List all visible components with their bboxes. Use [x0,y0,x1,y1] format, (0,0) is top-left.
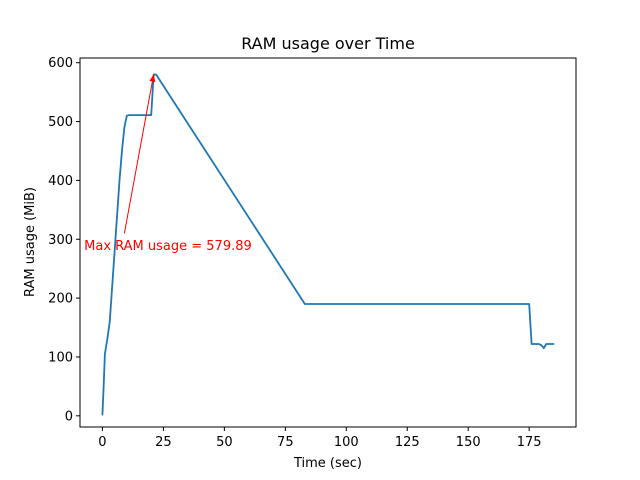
chart-title: RAM usage over Time [241,34,415,53]
annotation-label: Max RAM usage = 579.89 [84,239,252,254]
y-tick-label: 500 [48,115,73,130]
series-line-0 [101,73,555,416]
y-tick-label: 600 [48,56,73,71]
y-axis-ticks: 0 100 200 300 400 500 600 [48,56,80,424]
y-tick-label: 200 [48,292,73,307]
y-tick-label: 0 [65,409,73,424]
y-axis-title: RAM usage (MiB) [23,187,38,297]
annotation-layer: Max RAM usage = 579.89 [84,74,252,254]
y-tick-label: 400 [48,174,73,189]
x-tick-label: 25 [155,435,172,450]
plot-frame [79,57,577,428]
x-axis-ticks: 0 25 50 75 100 125 150 175 [98,427,542,450]
series-line-layer [101,73,555,416]
x-axis-title: Time (sec) [293,456,362,471]
annotation-arrow [123,74,155,234]
x-tick-label: 125 [395,435,420,450]
x-tick-label: 50 [216,435,233,450]
x-tick-label: 150 [456,435,481,450]
x-tick-label: 0 [98,435,106,450]
y-tick-label: 100 [48,350,73,365]
x-tick-label: 75 [277,435,294,450]
x-tick-label: 100 [334,435,359,450]
x-tick-label: 175 [517,435,542,450]
y-tick-label: 300 [48,233,73,248]
plot-area [80,58,576,427]
annotation-arrowhead [149,74,156,82]
